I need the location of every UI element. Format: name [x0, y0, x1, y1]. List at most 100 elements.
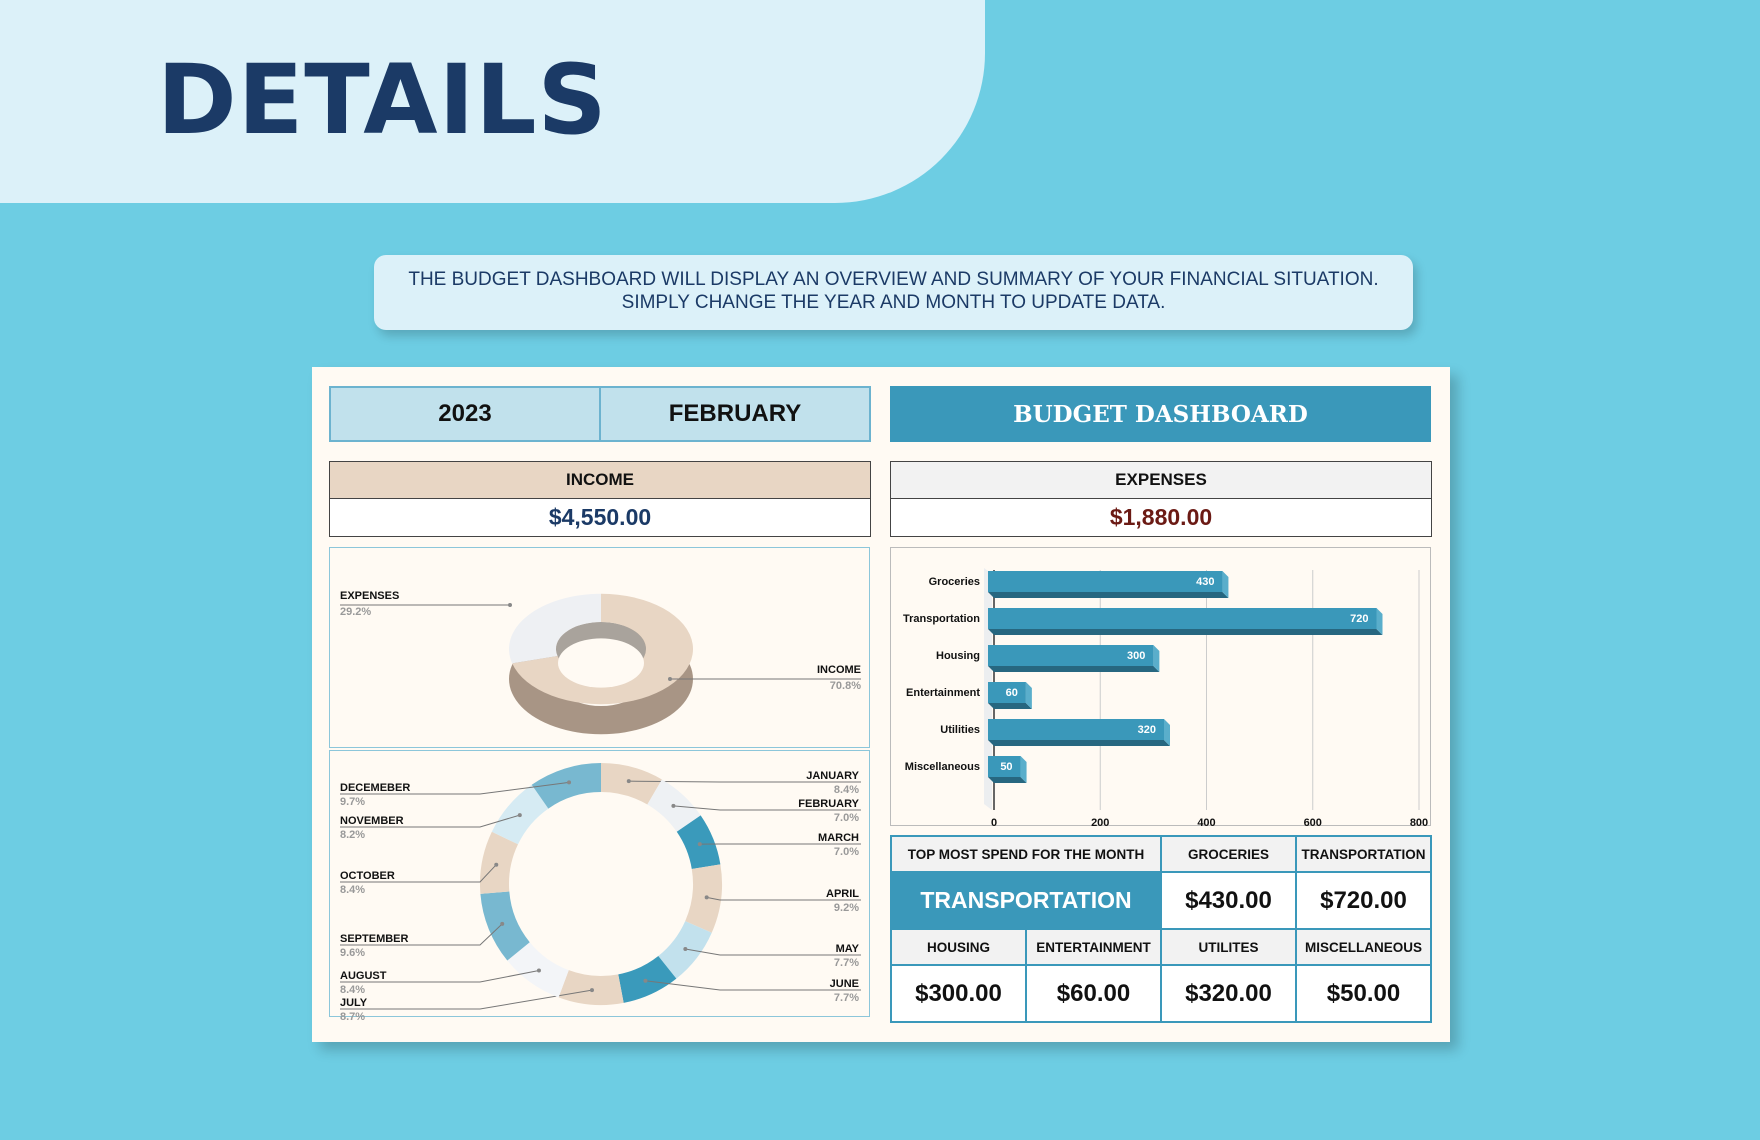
- month-slice-decemeber: [531, 763, 601, 809]
- monthly-donut: [340, 763, 861, 1010]
- bar-bottom-housing: [988, 666, 1160, 672]
- month-pct-january: 8.4%: [833, 784, 859, 796]
- month-slice-january: [601, 763, 662, 805]
- leader-dot-february: [671, 803, 676, 808]
- x-tick-label: 600: [1304, 817, 1322, 827]
- header-panel: [0, 0, 985, 203]
- utilities-value: $320.00: [1160, 964, 1297, 1023]
- month-pct-november: 8.2%: [340, 829, 366, 841]
- month-slice-september: [480, 891, 530, 961]
- leader-february: [673, 805, 861, 811]
- banner-line-1: THE BUDGET DASHBOARD WILL DISPLAY AN OVE…: [408, 269, 1379, 290]
- x-tick-label: 200: [1091, 817, 1109, 827]
- page-title: DETAILS: [157, 44, 608, 156]
- month-slice-july: [558, 970, 624, 1005]
- housing-value: $300.00: [890, 964, 1027, 1023]
- month-label-september: SEPTEMBER: [340, 933, 409, 945]
- info-banner: THE BUDGET DASHBOARD WILL DISPLAY AN OVE…: [374, 255, 1413, 330]
- category-label: Groceries: [929, 576, 980, 588]
- leader-dot-january: [626, 779, 631, 784]
- leader-april: [706, 896, 861, 901]
- month-slice-june: [618, 955, 677, 1003]
- leader-dot-expenses: [508, 603, 512, 607]
- expenses-value: $1,880.00: [890, 499, 1432, 537]
- monthly-chart: JANUARY 8.4% FEBRUARY 7.0% MARCH 7.0% APRIL 9.2…: [329, 750, 870, 1023]
- expenses-bars: 0 200 400 600 800 430 Groceries 720 Transportati…: [903, 568, 1428, 827]
- x-tick-label: 800: [1410, 817, 1428, 827]
- pie-pct-expenses: 29.2%: [340, 606, 372, 618]
- leader-dot-may: [683, 947, 688, 952]
- month-label-october: OCTOBER: [340, 870, 395, 882]
- bar-value-label: 720: [1350, 613, 1368, 625]
- leader-dot-april: [704, 895, 709, 900]
- month-pct-june: 7.7%: [833, 992, 859, 1004]
- dashboard-title: BUDGET DASHBOARD: [890, 386, 1431, 442]
- year-selector[interactable]: 2023: [329, 386, 601, 442]
- leader-dot-decemeber: [567, 780, 572, 785]
- expenses-label: EXPENSES: [890, 461, 1432, 499]
- leader-dot-july: [589, 988, 594, 993]
- bar-end-utilities: [1164, 719, 1170, 746]
- month-pct-july: 8.7%: [340, 1011, 366, 1023]
- month-label-june: JUNE: [829, 978, 859, 990]
- category-label: Entertainment: [906, 687, 980, 699]
- misc-label: MISCELLANEOUS: [1295, 928, 1432, 966]
- transportation-value: $720.00: [1295, 871, 1432, 930]
- leader-january: [628, 780, 861, 783]
- month-label-january: JANUARY: [806, 770, 859, 782]
- bar-entertainment: [988, 682, 1026, 703]
- category-label: Housing: [936, 650, 980, 662]
- category-label: Transportation: [903, 613, 980, 625]
- bar-value-label: 430: [1196, 576, 1214, 588]
- leader-november: [340, 814, 520, 828]
- category-label: Utilities: [940, 724, 980, 736]
- leader-june: [645, 980, 861, 991]
- month-label-february: FEBRUARY: [798, 798, 859, 810]
- leader-decemeber: [340, 781, 570, 795]
- x-tick-label: 400: [1197, 817, 1215, 827]
- top-spend-value: TRANSPORTATION: [890, 871, 1162, 930]
- donut-slice-expenses: [509, 593, 601, 664]
- income-value: $4,550.00: [329, 499, 871, 537]
- bar-transportation: [988, 608, 1377, 629]
- month-pct-may: 7.7%: [833, 957, 859, 969]
- leader-dot-august: [536, 968, 541, 973]
- leader-dot-november: [517, 813, 522, 818]
- leader-october: [340, 864, 497, 883]
- bar-value-label: 50: [1000, 761, 1012, 773]
- leader-dot-september: [500, 921, 505, 926]
- groceries-label: GROCERIES: [1160, 835, 1297, 873]
- bar-value-label: 300: [1127, 650, 1145, 662]
- month-label-may: MAY: [835, 943, 859, 955]
- month-slice-october: [480, 831, 519, 894]
- bar-bottom-transportation: [988, 629, 1383, 635]
- month-label-november: NOVEMBER: [340, 815, 404, 827]
- leader-august: [340, 970, 540, 983]
- transportation-label: TRANSPORTATION: [1295, 835, 1432, 873]
- leader-july: [340, 989, 593, 1010]
- leader-may: [685, 948, 861, 956]
- income-expense-chart: EXPENSES 29.2% INCOME 70.8%: [329, 547, 870, 748]
- bar-end-housing: [1153, 645, 1160, 672]
- bar-bottom-miscellaneous: [988, 777, 1027, 783]
- bar-miscellaneous: [988, 756, 1021, 777]
- pie-label-income: INCOME: [817, 664, 861, 676]
- bar-end-miscellaneous: [1020, 756, 1027, 783]
- income-expense-donut: [340, 593, 861, 735]
- utilities-label: UTILITES: [1160, 928, 1297, 966]
- month-pct-april: 9.2%: [833, 902, 859, 914]
- entertainment-value: $60.00: [1025, 964, 1162, 1023]
- bar-bottom-utilities: [988, 740, 1170, 746]
- month-slice-march: [676, 815, 721, 870]
- month-selector[interactable]: FEBRUARY: [599, 386, 871, 442]
- misc-value: $50.00: [1295, 964, 1432, 1023]
- housing-label: HOUSING: [890, 928, 1027, 966]
- bar-bottom-groceries: [988, 592, 1229, 598]
- bar-bottom-entertainment: [988, 703, 1032, 709]
- leader-dot-march: [697, 842, 702, 847]
- donut-center: [562, 644, 640, 686]
- pie-pct-income: 70.8%: [829, 680, 861, 692]
- month-pct-february: 7.0%: [833, 812, 859, 824]
- bar-value-label: 320: [1138, 724, 1156, 736]
- month-slice-april: [685, 864, 722, 933]
